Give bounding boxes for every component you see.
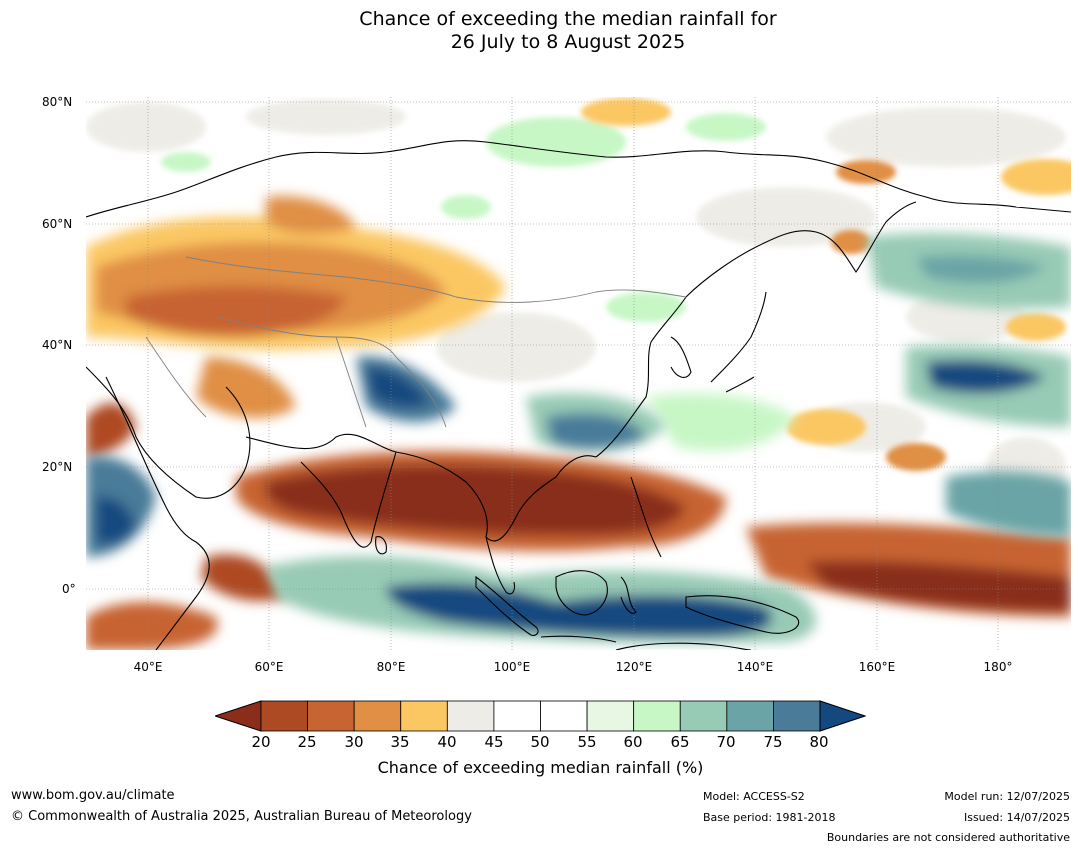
wet-band-pacific [646,232,1071,451]
legend-tick: 70 [716,733,736,751]
coastlines [86,140,1071,650]
rainfall-map [86,97,1071,650]
colorbar-cell [493,700,541,732]
colorbar-arrow-low [215,700,262,732]
legend-tick: 65 [670,733,690,751]
lat-label-20n: 20°N [42,460,73,474]
legend-tick: 20 [251,733,271,751]
colorbar [215,700,866,732]
legend-tick: 75 [763,733,783,751]
lon-label-40e: 40°E [133,660,163,674]
colorbar-cell [773,700,821,732]
colorbar-cell [400,700,448,732]
wet-area-seasia [356,356,666,452]
copyright-text: © Commonwealth of Australia 2025, Austra… [11,809,472,824]
colorbar-cell [446,700,495,732]
legend-tick: 80 [809,733,829,751]
colorbar-arrow-high [819,700,866,732]
lon-label-140e: 140°E [736,660,774,674]
colorbar-cell [726,700,774,732]
colorbar-cell [586,700,635,732]
lon-label-80e: 80°E [376,660,406,674]
legend-tick: 35 [390,733,410,751]
colorbar-cell [307,700,355,732]
legend-tick: 55 [577,733,597,751]
title-line-2: 26 July to 8 August 2025 [450,31,686,53]
lon-label-180: 180° [983,660,1013,674]
title-line-1: Chance of exceeding the median rainfall … [359,8,777,30]
wet-band-maritime [86,456,1071,644]
graticule [86,97,1071,650]
base-period-text: Base period: 1981-2018 [703,811,836,824]
dry-spots-east [581,98,1071,471]
issued-text: Issued: 14/07/2025 [963,811,1070,824]
colorbar-cell [540,700,588,732]
legend-tick: 60 [623,733,643,751]
colorbar-cell [633,700,681,732]
colorbar-cell [679,700,728,732]
legend-tick: 30 [344,733,364,751]
colorbar-cell [260,700,308,732]
lat-label-60n: 60°N [42,217,73,231]
lon-label-100e: 100°E [493,660,531,674]
colorbar-cell [353,700,402,732]
lon-label-60e: 60°E [254,660,284,674]
lat-label-80n: 80°N [42,95,73,109]
legend-tick: 50 [530,733,550,751]
lat-label-40n: 40°N [42,338,73,352]
legend-tick: 25 [297,733,317,751]
lat-label-0: 0° [62,582,76,596]
website-link[interactable]: www.bom.gov.au/climate [11,788,175,803]
dry-band-asia [86,196,506,457]
map-canvas [86,97,1071,650]
colorbar-label: Chance of exceeding median rainfall (%) [377,758,704,777]
lon-label-120e: 120°E [615,660,653,674]
lon-label-160e: 160°E [858,660,896,674]
disclaimer-text: Boundaries are not considered authoritat… [826,831,1070,844]
legend-tick: 45 [484,733,504,751]
map-title: Chance of exceeding the median rainfall … [0,8,1081,54]
model-text: Model: ACCESS-S2 [703,790,805,803]
model-run-text: Model run: 12/07/2025 [944,790,1070,803]
country-borders [145,256,687,428]
legend-tick: 40 [437,733,457,751]
wetter-north [161,113,766,322]
